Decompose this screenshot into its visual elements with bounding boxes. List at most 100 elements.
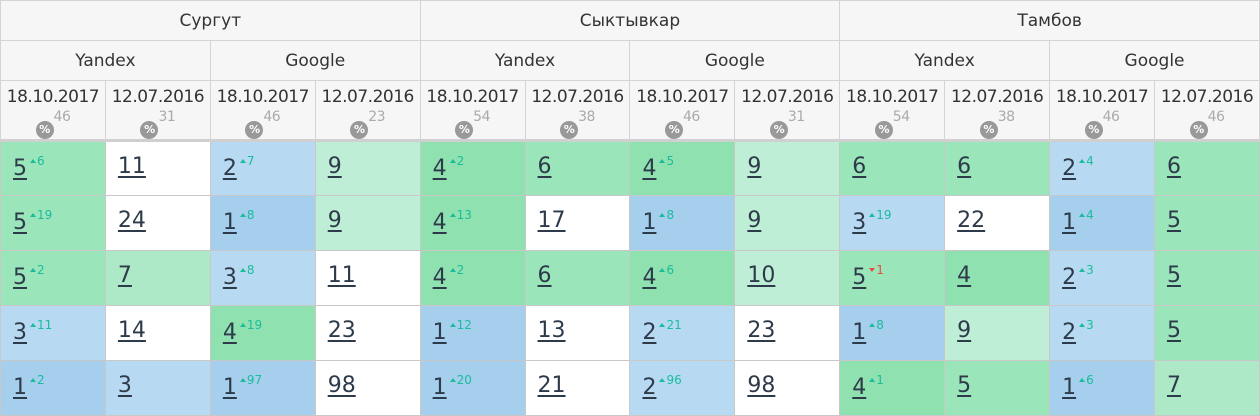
position-link[interactable]: 1	[13, 375, 27, 400]
position-link[interactable]: 9	[747, 154, 762, 179]
position-link[interactable]: 3	[852, 210, 867, 235]
position-link[interactable]: 5	[1166, 208, 1181, 233]
date-header: 12.07.2016 %38	[944, 80, 1051, 142]
position-link[interactable]: 2	[1062, 265, 1077, 290]
percent-value: 54	[473, 109, 490, 125]
position-link[interactable]: 23	[747, 318, 776, 343]
position-link[interactable]: 1	[222, 375, 237, 400]
position-link[interactable]: 2	[642, 375, 657, 400]
position-cell: 11	[104, 140, 211, 196]
position-link[interactable]: 5	[1166, 318, 1181, 343]
position-link[interactable]: 4	[222, 320, 237, 345]
position-link[interactable]: 6	[537, 154, 552, 179]
position-link[interactable]: 98	[327, 373, 356, 398]
position-link[interactable]: 10	[747, 263, 776, 288]
table-row: 5 2 7 3 8 11 4 2 6 4 6 10 5 1 4 2 3 5	[0, 250, 1260, 306]
position-link[interactable]: 1	[1062, 375, 1077, 400]
date-header: 18.10.2017 %46	[0, 80, 106, 142]
position-link[interactable]: 17	[537, 208, 566, 233]
position-link[interactable]: 11	[117, 154, 146, 179]
position-link[interactable]: 9	[747, 208, 762, 233]
position-link[interactable]: 7	[1166, 373, 1181, 398]
position-link[interactable]: 4	[432, 156, 447, 181]
position-cell: 24	[104, 195, 211, 251]
position-link[interactable]: 21	[537, 373, 566, 398]
position-cell: 9	[944, 305, 1051, 361]
position-link[interactable]: 4	[642, 156, 657, 181]
percent-indicator: %54	[874, 109, 910, 139]
position-cell: 6	[1153, 140, 1260, 196]
date-label: 18.10.2017	[426, 87, 519, 107]
date-label: 12.07.2016	[321, 87, 415, 107]
position-link[interactable]: 9	[957, 318, 972, 343]
percent-icon: %	[35, 121, 54, 139]
position-link[interactable]: 6	[957, 154, 972, 179]
percent-indicator: %31	[140, 109, 176, 139]
date-header: 12.07.2016 %38	[524, 80, 631, 142]
position-link[interactable]: 3	[13, 320, 27, 345]
position-link[interactable]: 1	[432, 375, 447, 400]
percent-indicator: %31	[769, 109, 805, 139]
position-link[interactable]: 24	[117, 208, 146, 233]
position-cell: 5	[944, 360, 1051, 416]
position-link[interactable]: 6	[537, 263, 552, 288]
position-link[interactable]: 2	[642, 320, 657, 345]
position-cell: 22	[944, 195, 1051, 251]
date-label: 18.10.2017	[846, 87, 939, 107]
position-change: 5	[659, 154, 674, 168]
position-link[interactable]: 4	[642, 265, 657, 290]
position-link[interactable]: 2	[1062, 156, 1077, 181]
position-link[interactable]: 98	[747, 373, 776, 398]
position-link[interactable]: 11	[327, 263, 356, 288]
position-link[interactable]: 22	[957, 208, 986, 233]
position-cell: 5	[1153, 195, 1260, 251]
position-link[interactable]: 6	[852, 154, 867, 179]
position-cell: 3	[104, 360, 211, 416]
position-link[interactable]: 13	[537, 318, 566, 343]
position-link[interactable]: 1	[852, 320, 867, 345]
position-link[interactable]: 5	[13, 210, 27, 235]
position-link[interactable]: 1	[432, 320, 447, 345]
position-change: 13	[450, 208, 472, 222]
percent-indicator: %23	[350, 109, 386, 139]
position-change: 7	[240, 154, 255, 168]
position-link[interactable]: 4	[957, 263, 972, 288]
date-label: 12.07.2016	[531, 87, 624, 107]
position-link[interactable]: 4	[432, 210, 447, 235]
percent-indicator: %38	[979, 109, 1015, 139]
position-link[interactable]: 23	[327, 318, 356, 343]
position-cell: 13	[524, 305, 631, 361]
position-change: 2	[30, 373, 45, 387]
position-link[interactable]: 2	[1062, 320, 1077, 345]
position-cell: 9	[314, 195, 421, 251]
position-link[interactable]: 3	[117, 373, 132, 398]
position-cell: 11	[314, 250, 421, 306]
position-link[interactable]: 14	[117, 318, 146, 343]
table-row: 5 6 11 2 7 9 4 2 6 4 5 9 6 6 2 4 6	[0, 140, 1260, 196]
position-link[interactable]: 1	[642, 210, 657, 235]
position-link[interactable]: 3	[222, 265, 237, 290]
position-link[interactable]: 5	[957, 373, 972, 398]
percent-value: 46	[682, 109, 700, 125]
table-row: 1 2 3 1 97 98 1 20 21 2 96 98 4 1 5 1 6 7	[0, 360, 1260, 416]
position-link[interactable]: 4	[432, 265, 447, 290]
position-link[interactable]: 7	[117, 263, 132, 288]
position-change: 21	[659, 318, 681, 332]
position-link[interactable]: 9	[327, 208, 342, 233]
position-cell: 7	[1153, 360, 1260, 416]
position-link[interactable]: 1	[222, 210, 237, 235]
position-link[interactable]: 5	[13, 265, 27, 290]
position-link[interactable]: 5	[1166, 263, 1181, 288]
position-link[interactable]: 4	[852, 375, 867, 400]
position-link[interactable]: 5	[852, 265, 867, 290]
position-link[interactable]: 2	[222, 156, 237, 181]
position-cell: 4 19	[209, 305, 316, 361]
position-link[interactable]: 5	[13, 156, 27, 181]
position-link[interactable]: 6	[1166, 154, 1181, 179]
position-link[interactable]: 1	[1062, 210, 1077, 235]
position-link[interactable]: 9	[327, 154, 342, 179]
